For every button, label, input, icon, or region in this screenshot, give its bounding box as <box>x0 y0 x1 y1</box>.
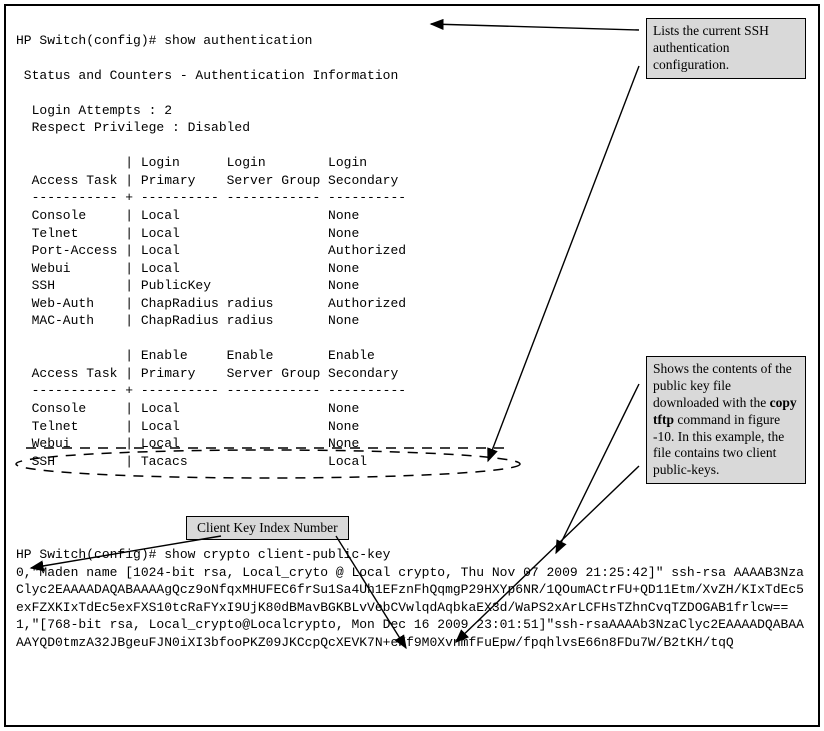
prompt-2: HP Switch(config)# <box>16 547 164 562</box>
callout-ssh-auth: Lists the current SSH authentication con… <box>646 18 806 79</box>
row-webui-1: Webui | Local None <box>16 261 359 276</box>
row-console-1: Console | Local None <box>16 208 359 223</box>
cmd-2: show crypto client-public-key <box>164 547 390 562</box>
row-telnet-1: Telnet | Local None <box>16 226 359 241</box>
status-title: Status and Counters - Authentication Inf… <box>16 68 398 83</box>
row-ssh-1: SSH | PublicKey None <box>16 278 359 293</box>
label-client-key-index-text: Client Key Index Number <box>197 520 338 535</box>
cmd-1: show authentication <box>164 33 312 48</box>
callout-pubkey-file: Shows the contents of the public key fil… <box>646 356 806 484</box>
login-attempts-value: 2 <box>164 103 172 118</box>
hdr2: Access Task | Primary Server Group Secon… <box>16 173 398 188</box>
row-portaccess-1: Port-Access | Local Authorized <box>16 243 406 258</box>
key-body: 0,"Maden name [1024-bit rsa, Local_cryto… <box>16 565 804 650</box>
row-webui-2: Webui | Local None <box>16 436 359 451</box>
outer-frame: HP Switch(config)# show authentication S… <box>4 4 820 727</box>
sep1: ----------- + ---------- ------------ --… <box>16 190 406 205</box>
hdr1: | Login Login Login <box>16 155 367 170</box>
prompt-1: HP Switch(config)# <box>16 33 164 48</box>
row-webauth-1: Web-Auth | ChapRadius radius Authorized <box>16 296 406 311</box>
hdr4: Access Task | Primary Server Group Secon… <box>16 366 398 381</box>
row-telnet-2: Telnet | Local None <box>16 419 359 434</box>
sep2: ----------- + ---------- ------------ --… <box>16 383 406 398</box>
respect-priv: Respect Privilege : Disabled <box>16 120 250 135</box>
page: HP Switch(config)# show authentication S… <box>0 0 824 731</box>
console-output-1: HP Switch(config)# show authentication S… <box>16 14 406 470</box>
console-output-2: HP Switch(config)# show crypto client-pu… <box>16 546 806 651</box>
row-ssh-2: SSH | Tacacs Local <box>16 454 367 469</box>
login-attempts-label: Login Attempts : <box>16 103 164 118</box>
row-console-2: Console | Local None <box>16 401 359 416</box>
hdr3: | Enable Enable Enable <box>16 348 375 363</box>
label-client-key-index: Client Key Index Number <box>186 516 349 540</box>
callout-ssh-auth-text: Lists the current SSH authentication con… <box>653 23 769 72</box>
row-macauth-1: MAC-Auth | ChapRadius radius None <box>16 313 359 328</box>
